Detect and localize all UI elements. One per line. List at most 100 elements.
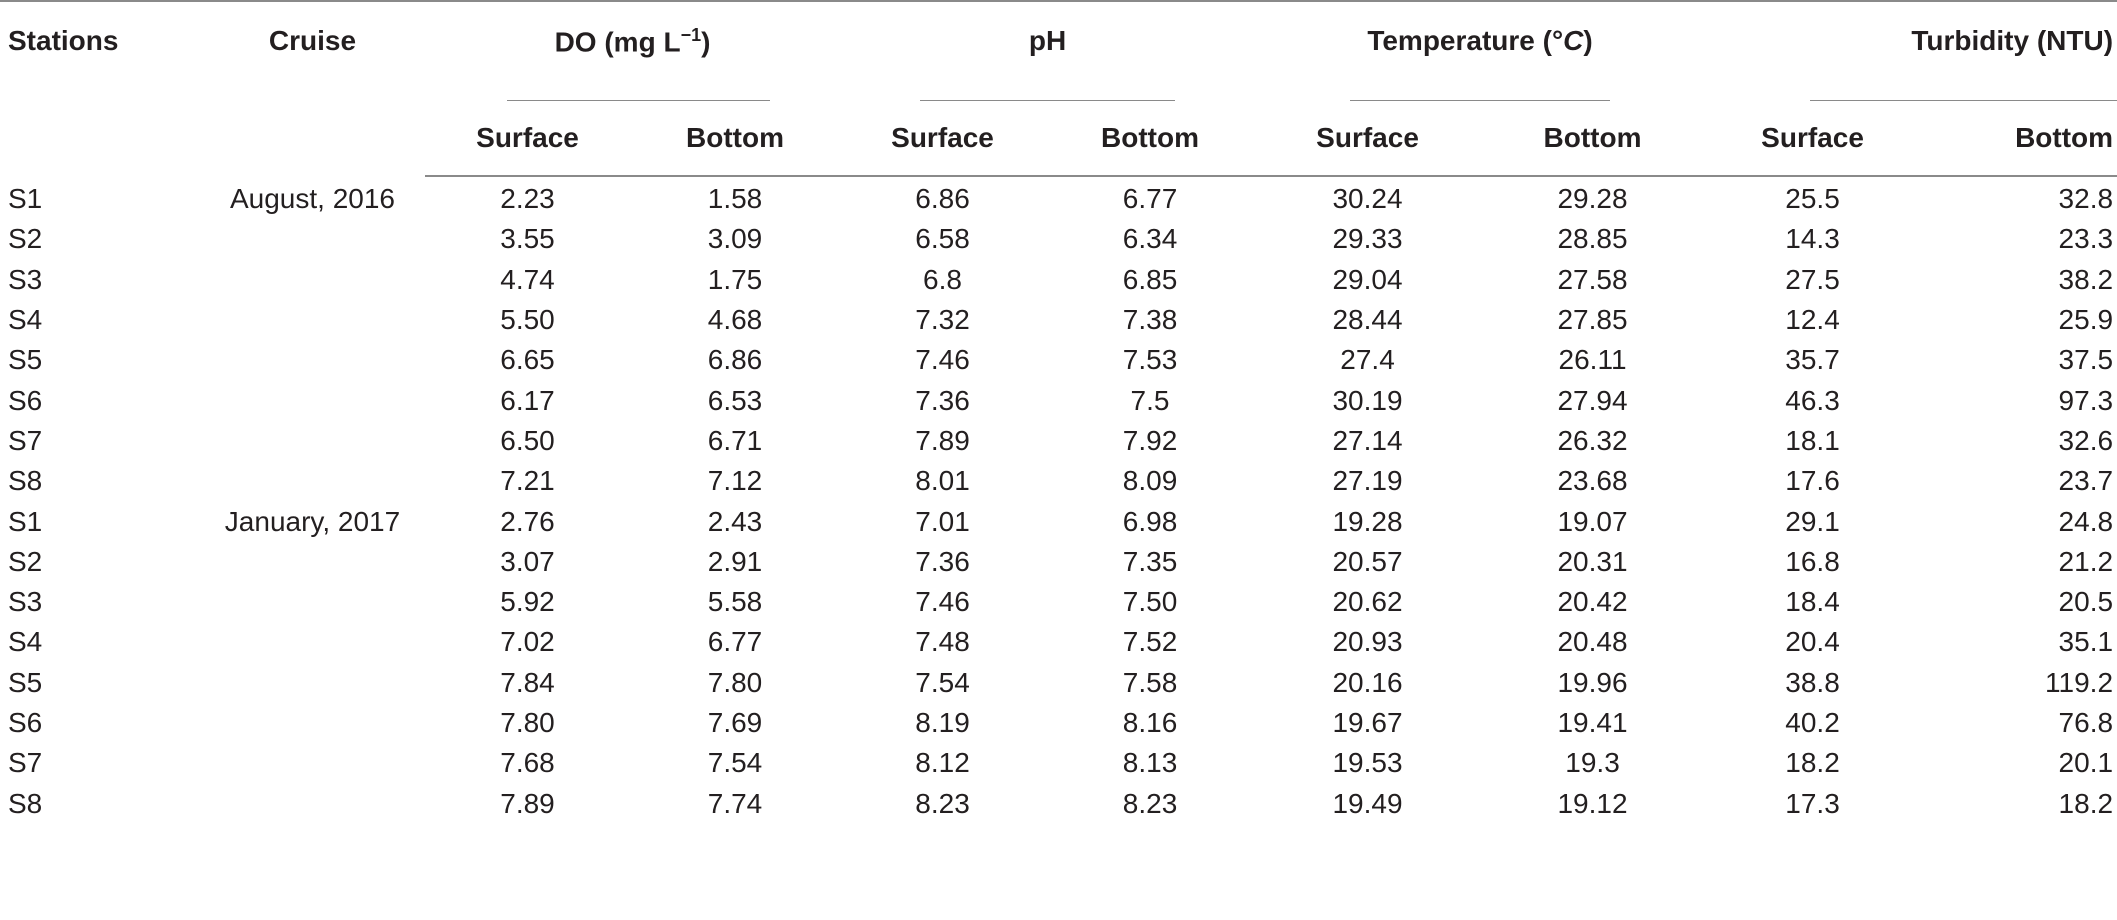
cell-ph-bottom: 7.53 <box>1122 344 1178 376</box>
cell-do-surface: 6.50 <box>500 424 555 456</box>
cell-ph-surface: 7.46 <box>915 344 970 376</box>
cell-do-bottom: 7.69 <box>707 707 763 738</box>
header-group-temperature: Temperature (°C) <box>1255 1 1705 101</box>
table-body: S1 August, 2016 2.23 1.58 6.86 6.77 30.24 29.28… <box>0 176 2117 824</box>
cell-ph-surface: 6.8 <box>923 263 962 295</box>
cell-ph-bottom: 7.58 <box>1122 666 1178 698</box>
cell-turbidity-bottom: 32.6 <box>2058 424 2114 456</box>
table-row: S5 7.84 7.80 7.54 7.58 20.16 19.96 38.8 119.2 <box>0 663 2117 703</box>
cell-ph-bottom: 8.09 <box>1122 465 1178 497</box>
cell-ph-surface: 7.32 <box>915 304 970 336</box>
cell-station: S2 <box>8 545 43 577</box>
cell-ph-bottom: 7.38 <box>1122 304 1178 336</box>
cell-do-bottom: 7.80 <box>707 666 763 698</box>
table-row: S6 6.17 6.53 7.36 7.5 30.19 27.94 46.3 97.3 <box>0 380 2117 420</box>
cell-ph-bottom: 8.13 <box>1122 747 1178 779</box>
cell-station: S1 <box>8 505 43 537</box>
cell-ph-bottom: 7.92 <box>1122 424 1178 456</box>
cell-turbidity-bottom: 37.5 <box>2058 344 2114 376</box>
cell-station: S8 <box>8 787 43 819</box>
table-row: S8 7.21 7.12 8.01 8.09 27.19 23.68 17.6 23.7 <box>0 461 2117 501</box>
cell-ph-surface: 7.01 <box>915 505 970 537</box>
table-row: S2 3.07 2.91 7.36 7.35 20.57 20.31 16.8 21.2 <box>0 542 2117 582</box>
cell-ph-surface: 8.01 <box>915 465 970 497</box>
header-group-do: DO (mg L−1) <box>425 1 840 101</box>
cell-cruise <box>200 461 425 501</box>
cell-turbidity-bottom: 21.2 <box>2058 545 2114 577</box>
cell-turbidity-surface: 40.2 <box>1785 707 1840 738</box>
cell-temp-surface: 28.44 <box>1332 304 1403 336</box>
cell-cruise <box>200 622 425 662</box>
cell-ph-surface: 7.36 <box>915 545 970 577</box>
cell-temp-bottom: 19.07 <box>1557 505 1628 537</box>
cell-do-bottom: 6.77 <box>707 626 763 658</box>
cell-temp-surface: 19.53 <box>1332 747 1403 779</box>
cell-temp-surface: 29.33 <box>1332 223 1403 255</box>
table-row: S3 4.74 1.75 6.8 6.85 29.04 27.58 27.5 38.2 <box>0 260 2117 300</box>
cell-temp-surface: 27.4 <box>1340 344 1395 376</box>
cell-cruise <box>200 421 425 461</box>
table-row: S7 7.68 7.54 8.12 8.13 19.53 19.3 18.2 20.1 <box>0 743 2117 783</box>
header-temp-bottom: Bottom <box>1480 101 1706 177</box>
cell-turbidity-bottom: 76.8 <box>2058 707 2114 738</box>
header-turbidity-surface: Surface <box>1705 101 1921 177</box>
header-temp-unit: C <box>1563 25 1584 56</box>
header-cruise: Cruise <box>268 25 357 56</box>
cell-station: S5 <box>8 344 43 376</box>
cell-temp-bottom: 19.3 <box>1565 747 1620 779</box>
cell-do-surface: 7.89 <box>500 787 555 819</box>
cell-cruise <box>200 783 425 823</box>
cell-turbidity-surface: 14.3 <box>1785 223 1840 255</box>
cell-turbidity-surface: 18.4 <box>1785 586 1840 618</box>
cell-station: S7 <box>8 747 43 779</box>
table-header: Stations Cruise DO (mg L−1) pH Temperatu… <box>0 1 2117 177</box>
header-temp-prefix: Temperature (° <box>1367 25 1564 56</box>
cell-do-surface: 7.68 <box>500 747 555 779</box>
cell-turbidity-surface: 12.4 <box>1785 304 1840 336</box>
cell-do-surface: 7.02 <box>500 626 555 658</box>
table-row: S2 3.55 3.09 6.58 6.34 29.33 28.85 14.3 23.3 <box>0 219 2117 259</box>
header-ph-surface: Surface <box>840 101 1046 177</box>
cell-temp-bottom: 20.42 <box>1557 586 1628 618</box>
cell-temp-surface: 30.19 <box>1332 384 1403 416</box>
table-row: S4 7.02 6.77 7.48 7.52 20.93 20.48 20.4 35.1 <box>0 622 2117 662</box>
header-temp-suffix: ) <box>1583 25 1593 56</box>
cell-station: S8 <box>8 465 43 497</box>
cell-do-bottom: 4.68 <box>707 304 763 336</box>
cell-ph-bottom: 7.50 <box>1122 586 1178 618</box>
cell-temp-bottom: 23.68 <box>1557 465 1628 497</box>
cell-cruise <box>200 743 425 783</box>
cell-turbidity-bottom: 38.2 <box>2058 263 2114 295</box>
cell-turbidity-surface: 35.7 <box>1785 344 1840 376</box>
cell-turbidity-surface: 25.5 <box>1785 183 1840 215</box>
cell-ph-bottom: 6.77 <box>1122 183 1178 215</box>
header-do-surface: Surface <box>425 101 630 177</box>
cell-do-surface: 6.65 <box>500 344 555 376</box>
cell-cruise <box>200 663 425 703</box>
cell-do-bottom: 6.71 <box>707 424 763 456</box>
header-group-ph: pH <box>840 1 1255 101</box>
cell-cruise <box>200 582 425 622</box>
cell-ph-surface: 6.58 <box>915 223 970 255</box>
cell-turbidity-surface: 27.5 <box>1785 263 1840 295</box>
table-row: S1 August, 2016 2.23 1.58 6.86 6.77 30.24 29.28… <box>0 176 2117 219</box>
cell-ph-surface: 7.48 <box>915 626 970 658</box>
header-do-sup: −1 <box>680 25 702 45</box>
cell-temp-surface: 30.24 <box>1332 183 1403 215</box>
cell-do-bottom: 7.54 <box>707 747 763 779</box>
cell-ph-surface: 8.23 <box>915 787 970 819</box>
cell-ph-bottom: 6.98 <box>1122 505 1178 537</box>
cell-cruise: January, 2017 <box>224 505 401 537</box>
header-turbidity-bottom: Bottom <box>1920 101 2117 177</box>
cell-station: S4 <box>8 626 43 658</box>
cell-temp-bottom: 26.11 <box>1558 344 1627 376</box>
cell-turbidity-surface: 46.3 <box>1785 384 1840 416</box>
cell-station: S5 <box>8 666 43 698</box>
cell-turbidity-surface: 29.1 <box>1785 505 1840 537</box>
cell-ph-bottom: 8.16 <box>1122 707 1178 738</box>
cell-turbidity-surface: 20.4 <box>1785 626 1840 658</box>
table-row: S3 5.92 5.58 7.46 7.50 20.62 20.42 18.4 20.5 <box>0 582 2117 622</box>
cell-turbidity-surface: 16.8 <box>1785 545 1840 577</box>
cell-turbidity-surface: 17.6 <box>1785 465 1840 497</box>
cell-temp-surface: 27.14 <box>1332 424 1403 456</box>
